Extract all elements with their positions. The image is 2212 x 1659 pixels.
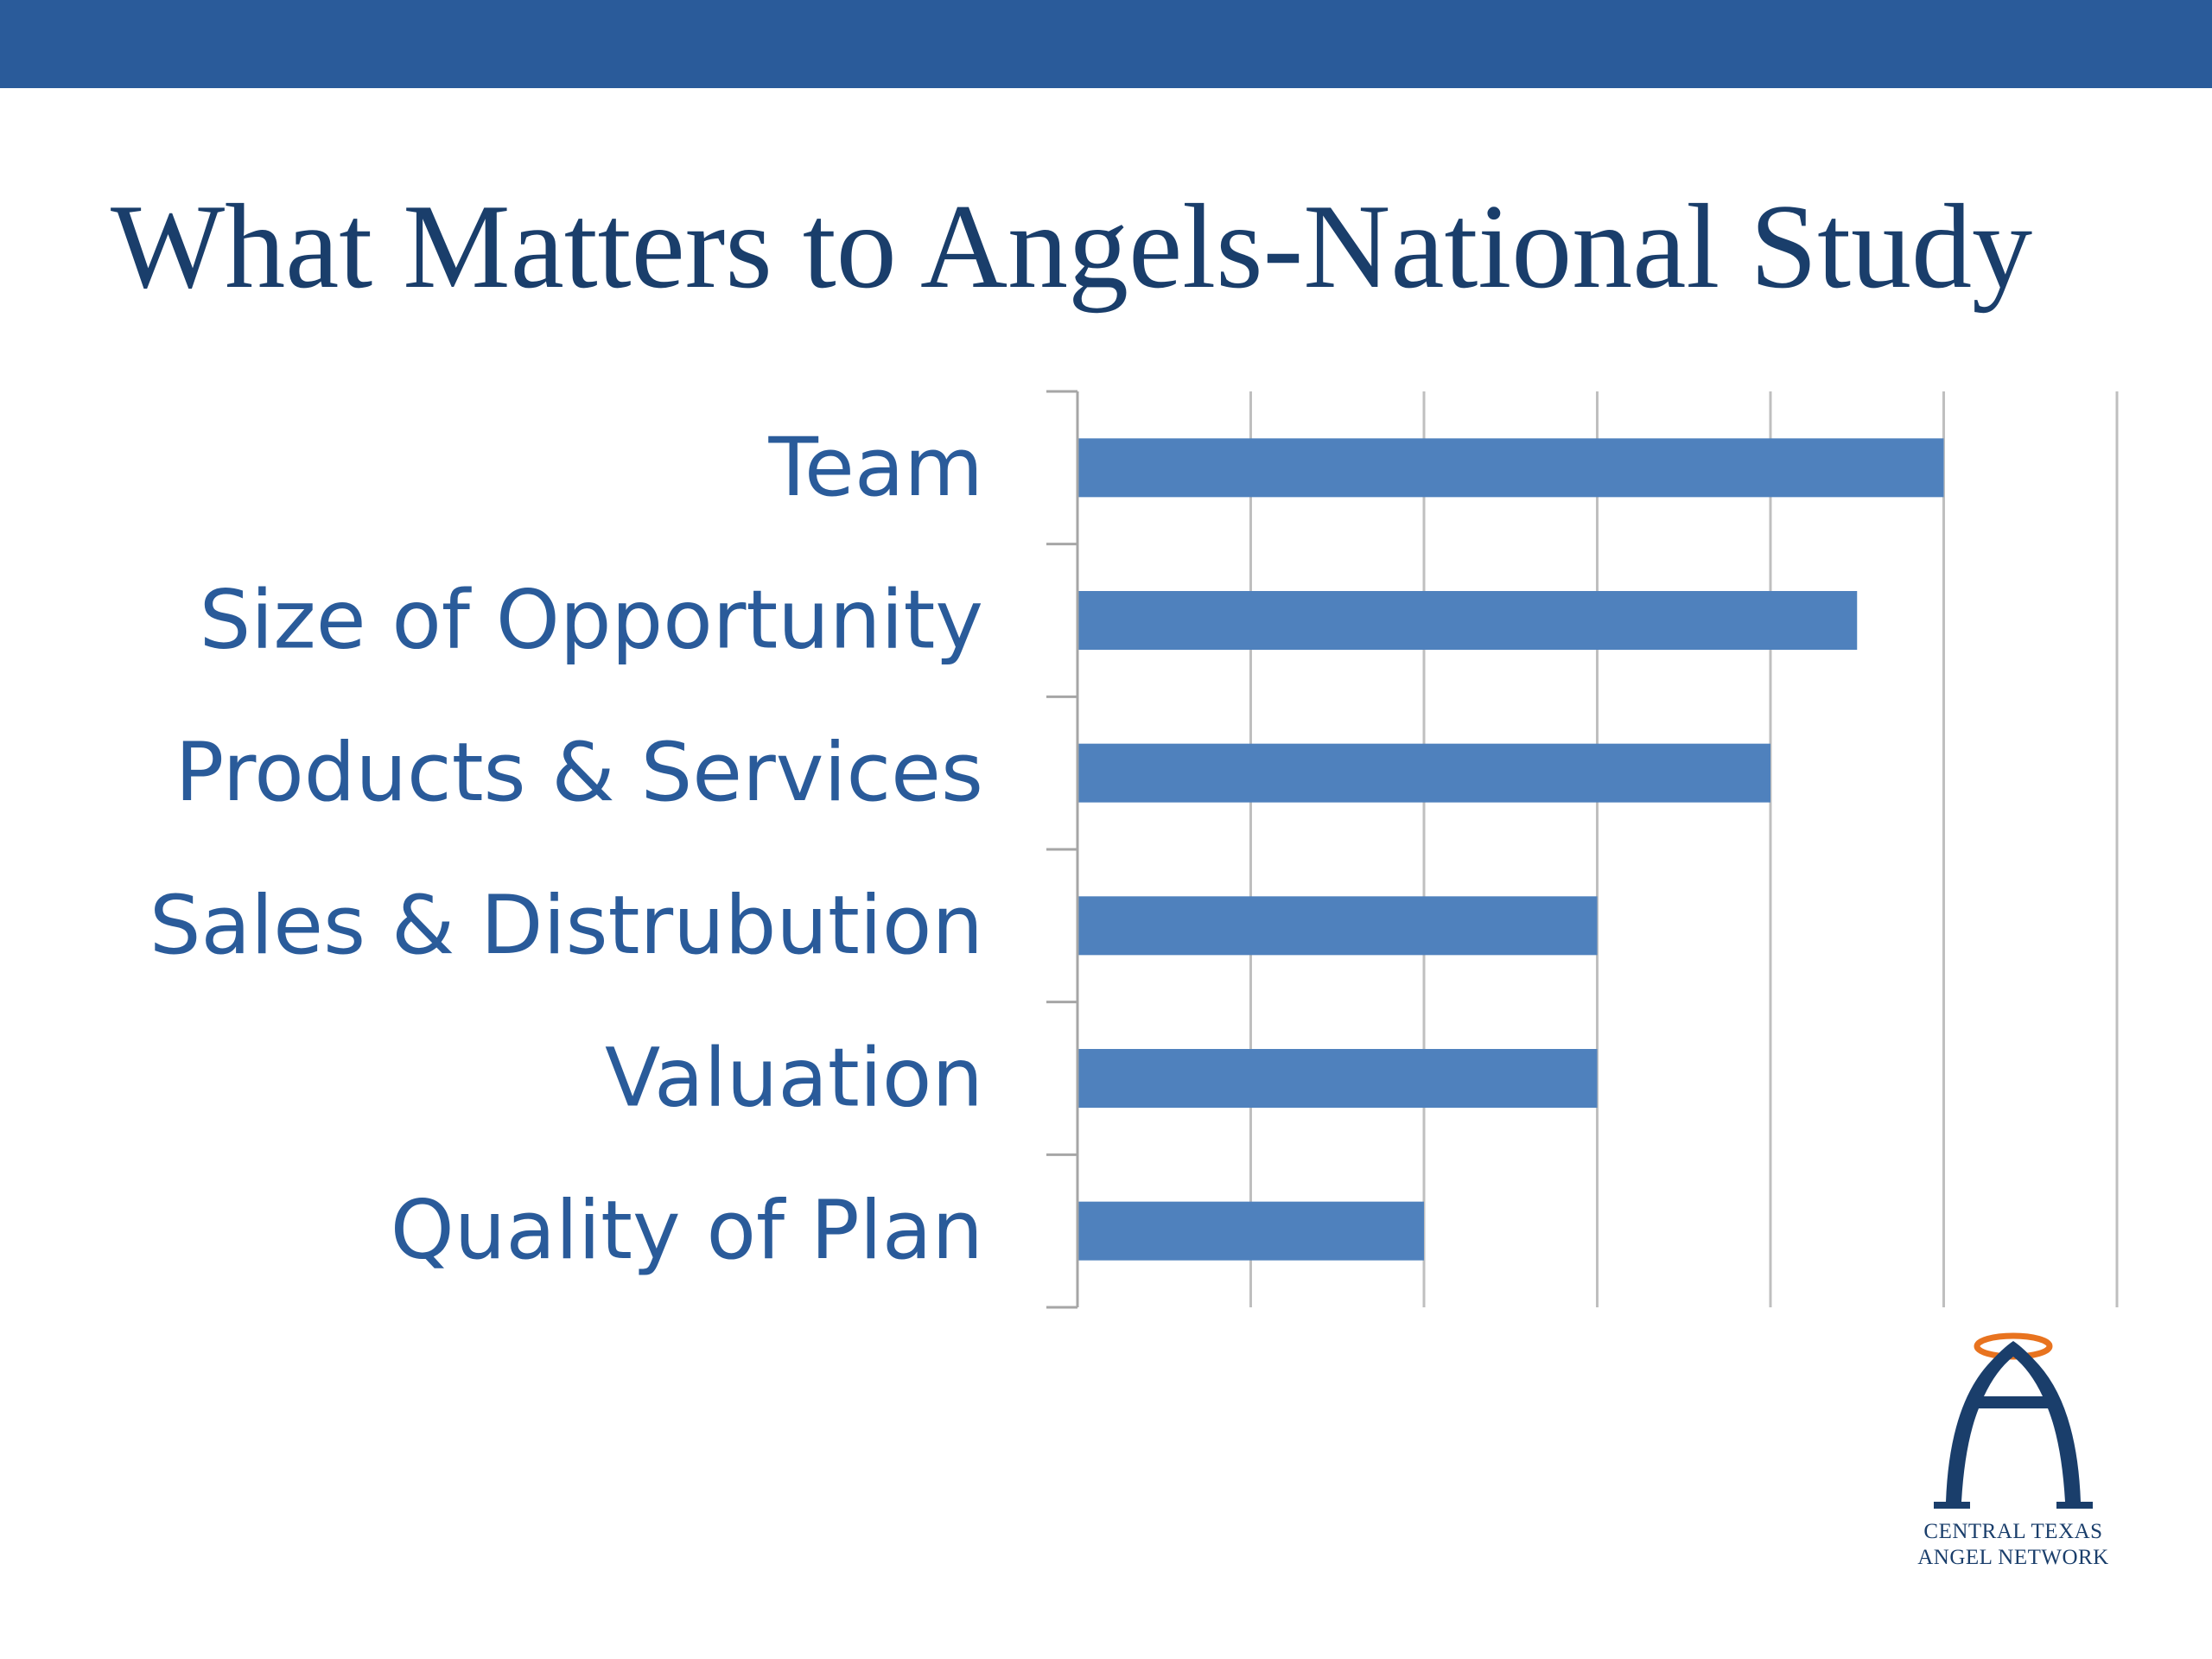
slide-title: What Matters to Angels-National Study [111, 180, 2033, 314]
category-label: Size of Opportunity [200, 574, 983, 668]
bar [1077, 1049, 1598, 1108]
angel-network-logo: CENTRAL TEXAS ANGEL NETWORK [1917, 1332, 2109, 1569]
bar [1077, 591, 1858, 650]
category-label: Team [768, 421, 983, 515]
logo-line-2: ANGEL NETWORK [1917, 1546, 2109, 1569]
bar [1077, 743, 1770, 803]
category-label: Quality of Plan [391, 1184, 983, 1278]
bar [1077, 896, 1598, 956]
logo-line-1: CENTRAL TEXAS [1923, 1520, 2102, 1543]
category-label: Valuation [605, 1032, 983, 1126]
arch-icon [1934, 1341, 2093, 1509]
bar [1077, 1201, 1424, 1261]
category-label: Sales & Distrubution [149, 879, 983, 973]
bar [1077, 438, 1944, 498]
category-label: Products & Services [175, 726, 983, 820]
top-band [0, 0, 2212, 88]
